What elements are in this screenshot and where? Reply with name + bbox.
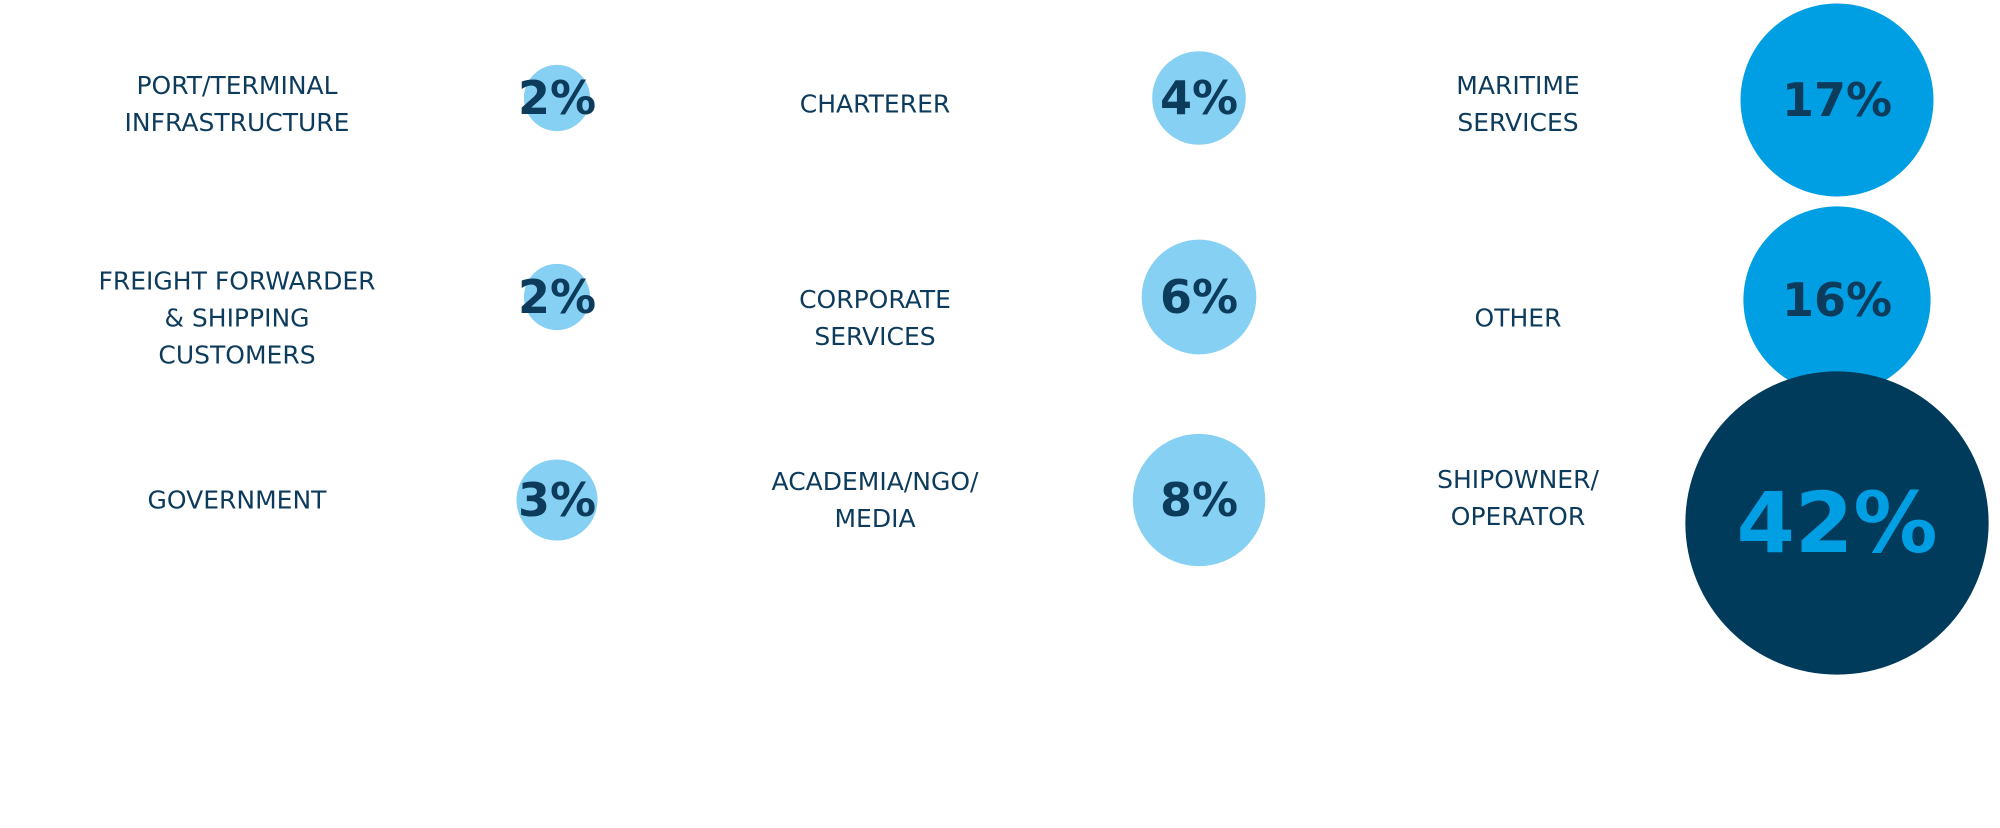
value-label: 3% <box>517 473 597 527</box>
category-label: MARITIME SERVICES <box>1456 71 1580 137</box>
value-label: 16% <box>1781 273 1893 327</box>
category-label: GOVERNMENT <box>147 485 327 515</box>
category-label: CORPORATE SERVICES <box>799 285 951 351</box>
bubble <box>516 459 598 541</box>
category-label: PORT/TERMINAL INFRASTRUCTURE <box>124 71 350 137</box>
category-label: CHARTERER <box>799 89 951 119</box>
category-label: SHIPOWNER/ OPERATOR <box>1437 465 1599 531</box>
category-label: FREIGHT FORWARDER & SHIPPING CUSTOMERS <box>98 266 376 370</box>
bubble <box>1132 433 1266 567</box>
value-label: 42% <box>1736 474 1938 572</box>
bubble <box>1740 3 1934 197</box>
value-label: 2% <box>517 270 597 324</box>
category-label: ACADEMIA/NGO/ MEDIA <box>771 467 979 533</box>
value-label: 4% <box>1159 71 1239 125</box>
bubble <box>523 263 591 331</box>
bubble <box>1685 371 1989 675</box>
value-label: 2% <box>517 71 597 125</box>
value-label: 8% <box>1159 473 1239 527</box>
bubble <box>1152 51 1246 145</box>
bubble <box>1743 206 1931 394</box>
bubble <box>523 64 591 132</box>
bubble <box>1141 239 1257 355</box>
category-label: OTHER <box>1474 303 1562 333</box>
value-label: 17% <box>1781 73 1893 127</box>
value-label: 6% <box>1159 270 1239 324</box>
